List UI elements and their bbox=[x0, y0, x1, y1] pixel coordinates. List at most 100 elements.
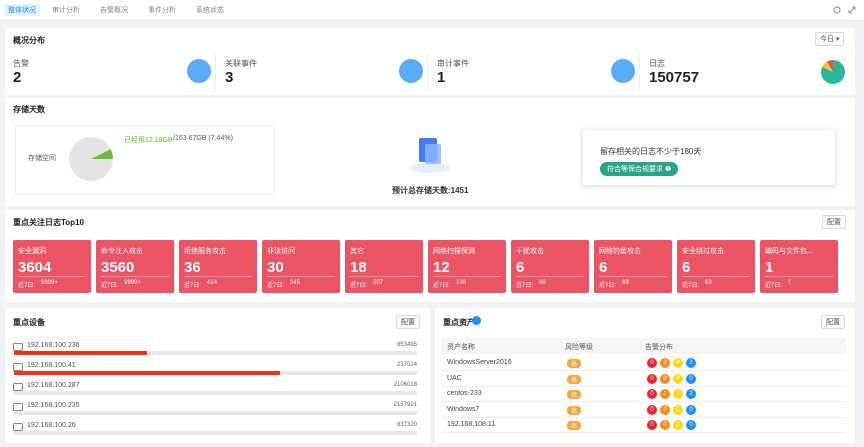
card-count: 6 bbox=[599, 259, 608, 276]
tab[interactable]: 告警概况 bbox=[100, 7, 128, 14]
alarm-count: 0 bbox=[660, 404, 670, 415]
card-week: 9999+ bbox=[41, 280, 58, 286]
help-icon bbox=[472, 316, 481, 325]
alarm-count: 2 bbox=[686, 358, 696, 368]
card-count: 3560 bbox=[101, 259, 135, 276]
log-pie bbox=[821, 60, 845, 84]
log-card[interactable]: 拒绝服务攻击 36 近7日: 414 bbox=[179, 240, 257, 293]
card-week-prefix: 近7日: bbox=[599, 283, 617, 289]
alarm-count: 0 bbox=[647, 373, 657, 384]
column-header: 风险等级 bbox=[565, 344, 593, 351]
space-label: 存储空间 bbox=[28, 155, 56, 162]
device-count: 837320 bbox=[396, 422, 417, 428]
total-label: /163.67GB (7.44%) bbox=[173, 135, 233, 142]
asset-name: WindowsServer2016 bbox=[447, 359, 512, 366]
illustration bbox=[410, 138, 450, 173]
stat-icon bbox=[187, 59, 211, 83]
log-card[interactable]: 干扰攻击 6 近7日: 69 bbox=[511, 240, 589, 293]
column-header: 资产名称 bbox=[447, 344, 475, 351]
card-name: 其它 bbox=[350, 248, 364, 255]
card-name: 安全漏洞 bbox=[18, 248, 46, 255]
retention-text: 留存相关的日志不少于180天 bbox=[600, 147, 702, 156]
log-card[interactable]: 网络钓鱼攻击 6 近7日: 69 bbox=[594, 240, 672, 293]
risk-badge: 高 bbox=[567, 374, 582, 384]
card-name: 网络扫描探测 bbox=[433, 248, 475, 255]
device-count: 853495 bbox=[396, 342, 417, 348]
tab-bar bbox=[0, 0, 864, 21]
device-ip: 192.168.100.235 bbox=[27, 402, 80, 409]
devices-panel: 重点设备 配置 192.168.100.236 853495 192.168.100.4… bbox=[5, 308, 430, 443]
risk-badge: 高 bbox=[567, 359, 582, 368]
card-divider bbox=[433, 276, 501, 277]
stat-icon bbox=[611, 59, 635, 83]
range-button[interactable]: 今日 ▾ bbox=[815, 32, 845, 46]
card-divider bbox=[18, 276, 86, 277]
card-divider bbox=[101, 276, 169, 277]
config-button[interactable]: 配置 bbox=[396, 315, 420, 329]
compliance-button[interactable]: 符合等保合规要求 ❶ bbox=[600, 162, 679, 176]
log-card[interactable]: 网络扫描探测 12 近7日: 138 bbox=[428, 240, 506, 293]
card-week-prefix: 近7日: bbox=[682, 283, 700, 289]
alarm-count: 0 bbox=[660, 420, 670, 430]
tab[interactable]: 系统状态 bbox=[196, 7, 224, 14]
log-card[interactable]: 其它 18 近7日: 207 bbox=[345, 240, 423, 293]
card-divider bbox=[267, 276, 335, 277]
card-week: 9999+ bbox=[124, 280, 141, 286]
asset-name: 192.168.108.11 bbox=[447, 421, 496, 428]
device-icon bbox=[13, 343, 23, 351]
card-name: 编码与文件包... bbox=[765, 248, 813, 255]
card-week-prefix: 近7日: bbox=[184, 283, 202, 289]
device-bar bbox=[14, 371, 280, 375]
bar-track bbox=[14, 351, 417, 355]
toolbar-icons[interactable] bbox=[832, 5, 860, 15]
tab[interactable]: 事件分析 bbox=[148, 7, 176, 14]
card-week-prefix: 近7日: bbox=[101, 283, 119, 289]
bar-track bbox=[14, 411, 417, 415]
device-count: 2157921 bbox=[393, 402, 417, 408]
card-week: 207 bbox=[373, 280, 384, 286]
log-card[interactable]: 编码与文件包... 1 近7日: 1 bbox=[760, 240, 838, 293]
section-title: 存储天数 bbox=[13, 105, 45, 114]
card-week-prefix: 近7日: bbox=[350, 283, 368, 289]
card-name: 命令注入攻击 bbox=[101, 248, 143, 255]
card-count: 12 bbox=[433, 259, 450, 276]
section-title: 重点关注日志Top10 bbox=[13, 218, 84, 227]
asset-name: centos-233 bbox=[447, 390, 482, 397]
config-button[interactable]: 配置 bbox=[822, 215, 846, 229]
doc-front bbox=[425, 144, 441, 164]
log-card[interactable]: 安全漏洞 3604 近7日: 9999+ bbox=[13, 240, 91, 293]
device-icon bbox=[13, 423, 23, 431]
stat-icon bbox=[399, 59, 423, 83]
alarm-count: 0 bbox=[673, 358, 683, 368]
log-card[interactable]: 安全绕过攻击 6 近7日: 69 bbox=[677, 240, 755, 293]
card-divider bbox=[599, 276, 667, 277]
risk-badge: 高 bbox=[567, 421, 582, 430]
log-card[interactable]: 非法访问 30 近7日: 345 bbox=[262, 240, 340, 293]
card-week: 1 bbox=[788, 280, 792, 286]
tab[interactable]: 审计分析 bbox=[52, 7, 80, 14]
assets-panel: 重点资产 配置 资产名称 风险等级 告警分布 WindowsServer2016 高 0 2 0 2… bbox=[435, 308, 855, 443]
card-count: 1 bbox=[765, 259, 774, 276]
asset-name: UAC bbox=[447, 374, 462, 382]
stat-value: 1 bbox=[437, 69, 446, 86]
device-ip: 192.168.100.236 bbox=[27, 342, 80, 349]
bar-track bbox=[14, 431, 417, 435]
card-name: 安全绕过攻击 bbox=[682, 248, 724, 255]
card-divider bbox=[516, 276, 584, 277]
storage-pie bbox=[69, 137, 113, 181]
log-card[interactable]: 命令注入攻击 3560 近7日: 9999+ bbox=[96, 240, 174, 293]
retention-card: 留存相关的日志不少于180天符合等保合规要求 ❶ bbox=[583, 130, 835, 185]
alarm-count: 0 bbox=[673, 373, 683, 384]
risk-badge: 高 bbox=[567, 390, 582, 399]
section-title: 重点设备 bbox=[13, 318, 45, 327]
tab[interactable]: 整体状况 bbox=[4, 4, 40, 16]
storage-card: 存储空间 已经用12.18GB/163.67GB (7.44%) bbox=[15, 125, 274, 195]
device-icon bbox=[13, 383, 23, 391]
config-button[interactable]: 配置 bbox=[821, 315, 845, 329]
row-line bbox=[441, 401, 846, 402]
alarm-count: 0 bbox=[647, 389, 657, 399]
device-count: 237024 bbox=[396, 362, 417, 368]
card-name: 网络钓鱼攻击 bbox=[599, 248, 641, 255]
overview-panel: 概况分布 今日 ▾ 告警 2 关联事件 3 审计事件 1 日志 150757 bbox=[5, 28, 855, 95]
